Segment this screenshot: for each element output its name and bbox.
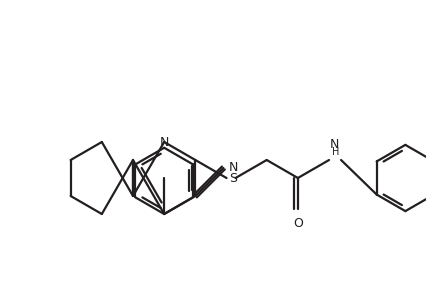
Text: N: N <box>228 161 237 175</box>
Text: H: H <box>331 147 339 157</box>
Text: O: O <box>292 217 302 230</box>
Text: N: N <box>329 138 339 151</box>
Text: N: N <box>159 136 168 149</box>
Text: S: S <box>229 171 237 185</box>
